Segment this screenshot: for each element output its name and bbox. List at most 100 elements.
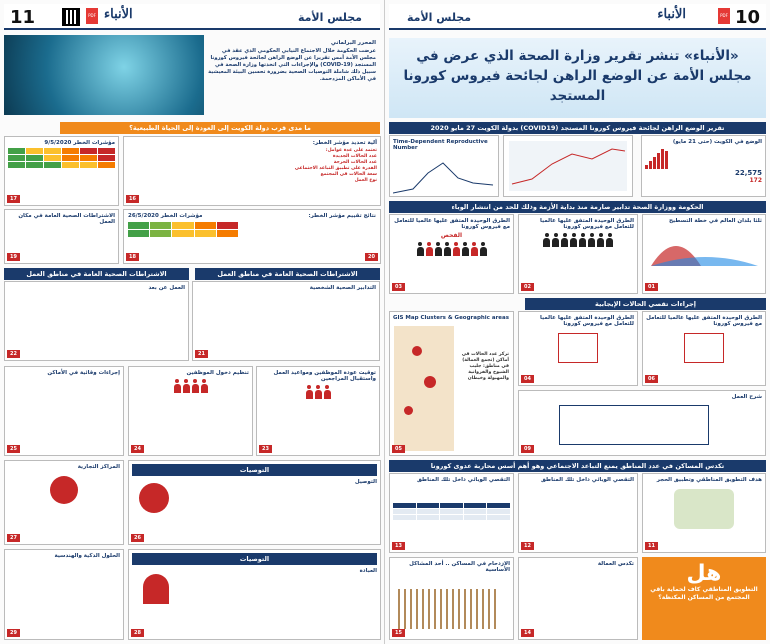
flow-diagram (684, 333, 724, 363)
section-title: مجلس الأمة (297, 11, 362, 24)
person-icon (452, 242, 460, 256)
box-26: التوصيات التوصيل 26 (128, 460, 381, 545)
call-to-action: هل التطويق المناطقي كاف لحماية باقي المج… (642, 557, 766, 640)
factor-item: عدد الحالات الجديدة (332, 154, 377, 159)
box-number: 24 (131, 445, 144, 453)
box-11: هدف التطويق المناطقي وتطبيق الحجر 11 (642, 473, 766, 553)
box-17: مؤشرات الخطر 9/5/2020 17 (4, 136, 119, 206)
person-icon (588, 233, 595, 247)
newspaper-logo: الأنباء (657, 7, 686, 22)
box-09: شرح العمل 09 (518, 390, 766, 456)
box-04: الطرق الوحيدة المتفق عليها عالميا للتعام… (518, 311, 638, 386)
page-header: 11 PDF الأنباء مجلس الأمة (4, 4, 380, 30)
box-21: التدابير الصحية الشخصية 21 (192, 281, 380, 361)
work-banner-left: الاشتراطات الصحية العامة في مناطق العمل (4, 268, 189, 280)
box-number: 06 (645, 375, 658, 383)
box-12: التقصي الوبائي داخل تلك المناطق 12 (518, 473, 638, 553)
people-icon-group (260, 385, 376, 399)
kuwait-status: الوضع في الكويت (حتى 21 مايو) 22,575 172 (641, 135, 766, 197)
gis-text: تركز عدد الحالات في أماكن (تجمع العمالة)… (461, 352, 509, 381)
box-number: 20 (365, 253, 378, 261)
chart-world (503, 135, 633, 197)
box-27-title: المراكز التجارية (77, 464, 120, 470)
box-19-title: الاشتراطات الصحية العامة في مكان العمل (18, 213, 115, 225)
factor-list: عدد الحالات الجديدة عدد الحالات الحرجة ا… (127, 154, 377, 184)
box-16-title: آلية تحديد مؤشر الخطر: (312, 140, 377, 146)
newspaper-logo: الأنباء (104, 7, 133, 22)
person-icon (434, 242, 442, 256)
box-number: 25 (7, 445, 20, 453)
box-25: إجراءات وقائية في الأماكن 25 (4, 366, 124, 456)
chart-rn-title: Time-Dependent Reproductive Number (393, 139, 488, 151)
delivery-icon (139, 483, 169, 513)
box-21-title: التدابير الصحية الشخصية (309, 285, 376, 291)
box-number: 19 (7, 253, 20, 261)
box-29-title: الحلول الذكية والهندسية (54, 553, 120, 559)
housing-banner: تكدس المساكن في عدد المناطق يمنع التباعد… (389, 460, 766, 472)
shopping-cart-icon (50, 476, 78, 504)
box-23: توقيت عودة الموظفين ومواعيد العمل واستقب… (256, 366, 380, 456)
box-18-20: مؤشرات الخطر 26/5/2020 نتائج تقييم مؤشر … (123, 209, 381, 264)
person-icon (173, 379, 181, 393)
box-26-title: التوصيل (354, 479, 377, 485)
box-02-title: الطرق الوحيدة المتفق عليها عالميا للتعام… (540, 218, 634, 230)
person-icon (314, 385, 322, 399)
box-number: 27 (7, 534, 20, 542)
work-banner-right: الاشتراطات الصحية العامة في مناطق العمل (195, 268, 380, 280)
report-banner: تقرير الوضع الراهن لجائحة فيروس كورونا ا… (389, 122, 766, 134)
section-title: مجلس الأمة (407, 11, 472, 24)
box-28-title: العبادة (359, 568, 377, 574)
recommendations-banner: التوصيات (132, 553, 377, 565)
box-03: الطرق الوحيدة المتفق عليها عالميا للتعام… (389, 214, 514, 294)
matches-image (398, 589, 498, 629)
person-icon (597, 233, 604, 247)
box-number: 22 (7, 350, 20, 358)
box-number: 15 (392, 629, 405, 637)
person-icon (191, 379, 199, 393)
area-map (674, 489, 734, 529)
box-03-title: الطرق الوحيدة المتفق عليها عالميا للتعام… (394, 218, 510, 230)
box-24: تنظيم دخول الموظفين 24 (128, 366, 253, 456)
pdf-icon: PDF (86, 8, 98, 24)
rn-chart-svg (392, 162, 494, 194)
box-13-title: التقصي الوبائي داخل تلك المناطق (416, 477, 510, 483)
qr-code-icon (62, 8, 80, 26)
page-10: مجلس الأمة الأنباء PDF 10 «الأنباء» تنشر… (385, 0, 770, 644)
box-number: 12 (521, 542, 534, 550)
box-16-subtitle: تعتمد على عدة عوامل: (325, 148, 377, 153)
box-17-title: مؤشرات الخطر 9/5/2020 (44, 140, 115, 146)
factor-item: عدد الحالات الحرجة (333, 160, 377, 165)
gis-map (394, 326, 454, 451)
box-number: 21 (195, 350, 208, 358)
box-20-title: نتائج تقييم مؤشر الخطر: (308, 213, 376, 219)
box-13: التقصي الوبائي داخل تلك المناطق 13 (389, 473, 514, 553)
box-11-title: هدف التطويق المناطقي وتطبيق الحجر (656, 477, 762, 483)
risk-table-2 (128, 222, 238, 237)
box-number: 26 (131, 534, 144, 542)
box-02: الطرق الوحيدة المتفق عليها عالميا للتعام… (518, 214, 638, 294)
box-number: 11 (645, 542, 658, 550)
box-03-label: الفحص (440, 232, 463, 239)
box-number: 03 (392, 283, 405, 291)
factor-item: سعة الحالات في المجتمع (320, 172, 377, 177)
box-number: 05 (392, 445, 405, 453)
box-18-title: مؤشرات الخطر 26/5/2020 (128, 213, 203, 219)
person-icon (543, 233, 550, 247)
world-chart-svg (509, 141, 627, 191)
box-23-title: توقيت عودة الموظفين ومواعيد العمل واستقب… (273, 370, 376, 382)
kuwait-status-title: الوضع في الكويت (حتى 21 مايو) (672, 139, 762, 145)
person-icon (561, 233, 568, 247)
headline: «الأنباء» تنشر تقرير وزارة الصحة الذي عر… (389, 38, 766, 118)
person-icon (323, 385, 331, 399)
box-number: 13 (392, 542, 405, 550)
box-number: 04 (521, 375, 534, 383)
person-icon (552, 233, 559, 247)
gis-title: GIS Map Clusters & Geographic areas (393, 315, 509, 321)
person-icon (470, 242, 478, 256)
question-banner: ما مدى قرب دولة الكويت إلى العودة إلى ال… (60, 122, 380, 134)
box-number: 01 (645, 283, 658, 291)
person-icon (416, 242, 424, 256)
people-icon-group (132, 379, 249, 393)
pdf-icon: PDF (718, 8, 730, 24)
box-28: التوصيات العبادة 28 (128, 549, 381, 640)
